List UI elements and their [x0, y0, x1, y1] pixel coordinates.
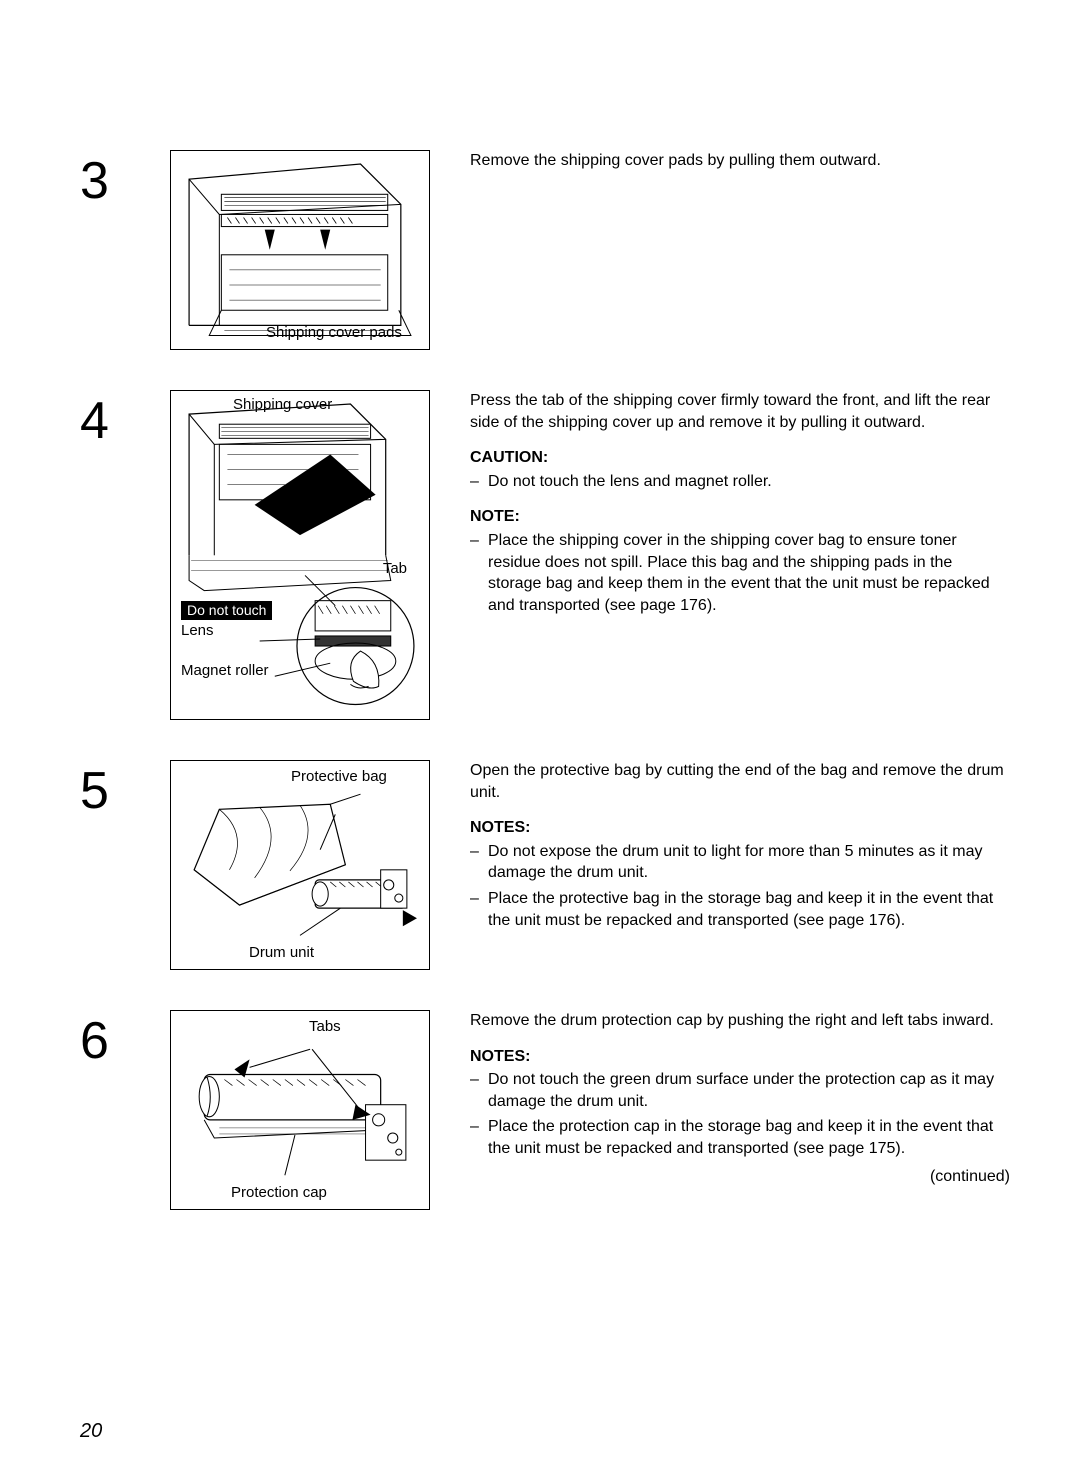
step-5-illustration: Protective bag Drum unit [170, 760, 430, 970]
notes-heading: NOTES: [470, 1046, 1010, 1068]
step-6-text: Remove the drum protection cap by pushin… [430, 1010, 1010, 1187]
do-not-touch-badge: Do not touch [181, 601, 272, 620]
caution-item: Do not touch the lens and magnet roller. [470, 471, 1010, 493]
lens-label: Lens [181, 623, 214, 640]
step-6-body: Remove the drum protection cap by pushin… [470, 1010, 1010, 1032]
step-3-body: Remove the shipping cover pads by pullin… [470, 150, 1010, 172]
step-4-text: Press the tab of the shipping cover firm… [430, 390, 1010, 620]
caution-list: Do not touch the lens and magnet roller. [470, 471, 1010, 493]
step-5-text: Open the protective bag by cutting the e… [430, 760, 1010, 935]
step-number: 6 [80, 1010, 170, 1067]
drum-protection-cap-icon [179, 1019, 421, 1201]
note-list: Place the shipping cover in the shipping… [470, 530, 1010, 616]
step-6-illustration: Tabs Protection cap [170, 1010, 430, 1210]
step-3-row: 3 Shipping cover pads Remove the shippin… [80, 150, 1010, 350]
notes-list: Do not expose the drum unit to light for… [470, 841, 1010, 931]
protective-bag-icon [179, 769, 421, 961]
shipping-cover-pads-label: Shipping cover pads [266, 325, 402, 342]
magnet-roller-label: Magnet roller [181, 663, 269, 680]
step-number: 3 [80, 150, 170, 207]
drum-unit-label: Drum unit [249, 945, 314, 962]
step-4-body: Press the tab of the shipping cover firm… [470, 390, 1010, 433]
tab-label: Tab [383, 561, 407, 578]
step-5-body: Open the protective bag by cutting the e… [470, 760, 1010, 803]
page-number: 20 [80, 1420, 102, 1443]
note-item: Place the shipping cover in the shipping… [470, 530, 1010, 616]
notes-heading: NOTES: [470, 817, 1010, 839]
note-heading: NOTE: [470, 506, 1010, 528]
step-5-row: 5 Protective bag Drum unit Open the prot… [80, 760, 1010, 970]
step-6-row: 6 Tabs Protection cap Remove the drum pr… [80, 1010, 1010, 1210]
caution-heading: CAUTION: [470, 447, 1010, 469]
step-4-row: 4 Shipping cover Tab Do not touch [80, 390, 1010, 720]
step-3-illustration: Shipping cover pads [170, 150, 430, 350]
step-3-text: Remove the shipping cover pads by pullin… [430, 150, 1010, 186]
protection-cap-label: Protection cap [231, 1185, 327, 1202]
notes-item: Do not touch the green drum surface unde… [470, 1069, 1010, 1112]
protective-bag-label: Protective bag [291, 769, 387, 786]
continued-label: (continued) [470, 1166, 1010, 1188]
notes-item: Do not expose the drum unit to light for… [470, 841, 1010, 884]
notes-item: Place the protective bag in the storage … [470, 888, 1010, 931]
notes-list: Do not touch the green drum surface unde… [470, 1069, 1010, 1159]
step-number: 5 [80, 760, 170, 817]
tabs-label: Tabs [309, 1019, 341, 1036]
shipping-cover-label: Shipping cover [233, 397, 332, 414]
step-4-illustration: Shipping cover Tab Do not touch Lens Mag… [170, 390, 430, 720]
notes-item: Place the protection cap in the storage … [470, 1116, 1010, 1159]
printer-open-icon [179, 159, 421, 341]
step-number: 4 [80, 390, 170, 447]
